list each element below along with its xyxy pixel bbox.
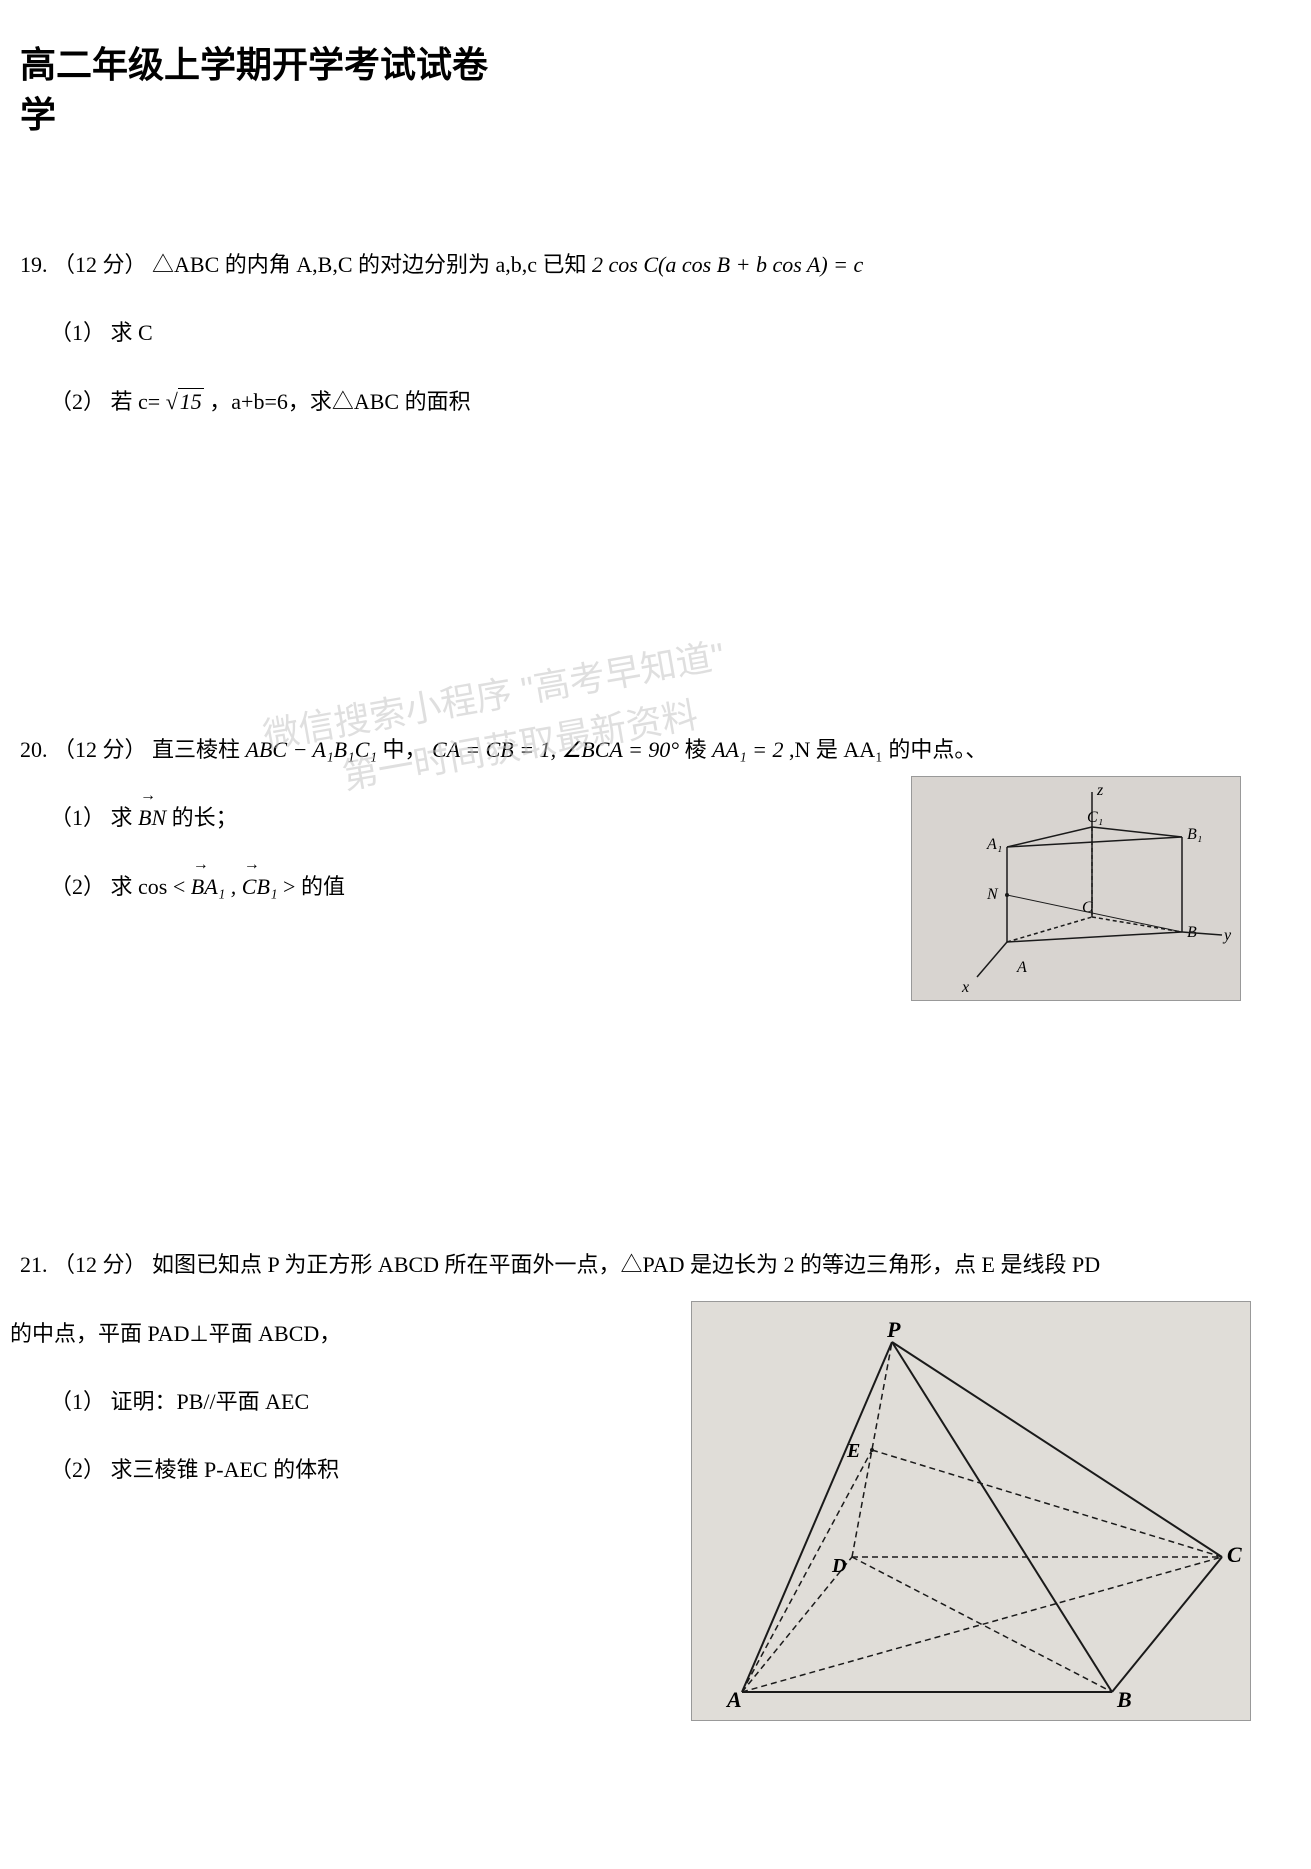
q21-pyramid-svg: P E D C A B	[692, 1302, 1252, 1722]
q21-part2-text: 求三棱锥 P-AEC 的体积	[111, 1457, 340, 1482]
svg-text:A₁: A₁	[986, 836, 1002, 853]
svg-text:A: A	[1016, 959, 1027, 976]
svg-text:B: B	[1116, 1687, 1132, 1712]
q19-sqrt: 15	[166, 388, 204, 414]
question-20: 微信搜索小程序 "高考早知道" 第一时间获取最新资料 20. （12 分） 直三…	[20, 726, 1291, 911]
q20-number: 20.	[20, 737, 48, 762]
q20-points: （12 分）	[53, 737, 147, 762]
q20-part2-after: > 的值	[283, 874, 345, 899]
q20-diagram: z C₁ B₁ A₁ N C B y A	[911, 776, 1241, 1001]
q19-formula: 2 cos C(a cos B + b cos A) = c	[592, 252, 863, 277]
q20-vector-ba1: BA₁	[191, 863, 226, 911]
question-21: 21. （12 分） 如图已知点 P 为正方形 ABCD 所在平面外一点，△PA…	[20, 1241, 1291, 1495]
q21-part1-text: 证明：PB//平面 AEC	[111, 1389, 310, 1414]
svg-text:E: E	[846, 1440, 860, 1462]
q20-vector-bn: BN	[138, 794, 166, 842]
q19-text-before: △ABC 的内角 A,B,C 的对边分别为 a,b,c 已知	[152, 252, 592, 277]
q19-points: （12 分）	[53, 252, 147, 277]
q19-part2: （2） 若 c= 15 ，a+b=6，求△ABC 的面积	[50, 378, 1291, 426]
svg-text:x: x	[961, 979, 969, 996]
q19-part1-text: 求 C	[111, 320, 153, 345]
q20-part2-label: （2）	[50, 874, 105, 899]
svg-text:A: A	[725, 1687, 742, 1712]
q20-comma: ,	[231, 874, 242, 899]
q20-part2-before: 求 cos <	[111, 874, 191, 899]
svg-text:y: y	[1222, 927, 1232, 944]
q20-text-after: ,N 是 AA₁ 的中点。、	[789, 737, 987, 762]
q21-diagram: P E D C A B	[691, 1301, 1251, 1721]
q20-part1-label: （1）	[50, 805, 105, 830]
title-line2: 学	[20, 90, 1291, 140]
q20-main: 20. （12 分） 直三棱柱 ABC − A₁B₁C₁ 中， CA = CB …	[20, 726, 1291, 774]
svg-text:C₁: C₁	[1087, 809, 1103, 826]
q20-text-mid2: 棱	[685, 737, 713, 762]
q21-text: 如图已知点 P 为正方形 ABCD 所在平面外一点，△PAD 是边长为 2 的等…	[152, 1252, 1100, 1277]
q20-formula2: CA = CB = 1, ∠BCA = 90°	[432, 737, 679, 762]
svg-text:N: N	[986, 886, 999, 903]
q20-text-before: 直三棱柱	[152, 737, 246, 762]
title-line1: 高二年级上学期开学考试试卷	[20, 40, 1291, 90]
q19-number: 19.	[20, 252, 48, 277]
svg-text:B₁: B₁	[1187, 826, 1202, 843]
q21-points: （12 分）	[53, 1252, 147, 1277]
q21-part2-label: （2）	[50, 1457, 105, 1482]
q19-part2-before: 若 c=	[111, 389, 161, 414]
svg-text:z: z	[1096, 782, 1104, 799]
page-header: 高二年级上学期开学考试试卷 学	[20, 40, 1291, 141]
q21-number: 21.	[20, 1252, 48, 1277]
question-19: 19. （12 分） △ABC 的内角 A,B,C 的对边分别为 a,b,c 已…	[20, 241, 1291, 426]
q21-main-line1: 21. （12 分） 如图已知点 P 为正方形 ABCD 所在平面外一点，△PA…	[20, 1241, 1291, 1289]
q20-part1-after: 的长；	[172, 805, 238, 830]
svg-text:D: D	[831, 1555, 846, 1577]
svg-text:P: P	[886, 1317, 901, 1342]
svg-text:C: C	[1082, 899, 1093, 916]
q20-text-mid1: 中，	[383, 737, 427, 762]
q19-part1: （1） 求 C	[50, 309, 1291, 357]
q19-main: 19. （12 分） △ABC 的内角 A,B,C 的对边分别为 a,b,c 已…	[20, 241, 1291, 289]
q20-formula3: AA₁ = 2	[712, 737, 783, 762]
q20-part1-before: 求	[111, 805, 139, 830]
q20-vector-cb1: CB₁	[242, 863, 278, 911]
svg-text:C: C	[1227, 1542, 1242, 1567]
q19-part1-label: （1）	[50, 320, 105, 345]
q20-formula1: ABC − A₁B₁C₁	[246, 737, 378, 762]
q21-part1-label: （1）	[50, 1389, 105, 1414]
q19-part2-label: （2）	[50, 389, 105, 414]
q20-prism-svg: z C₁ B₁ A₁ N C B y A	[912, 777, 1242, 1002]
q19-part2-after: ，a+b=6，求△ABC 的面积	[209, 389, 470, 414]
